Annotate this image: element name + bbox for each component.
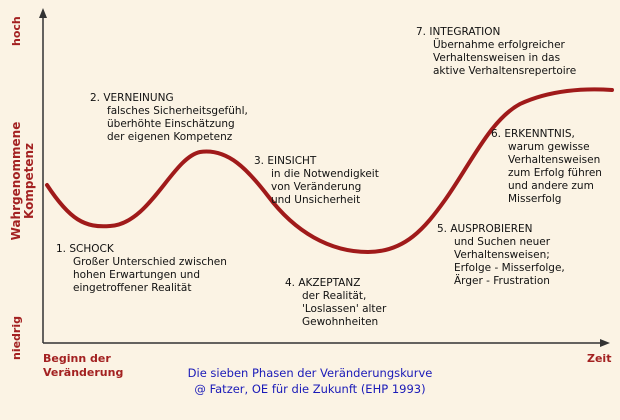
phase-desc-1: Großer Unterschied zwischen [73,256,227,268]
caption-line-2: @ Fatzer, OE für die Zukunft (EHP 1993) [194,382,426,396]
phase-desc-2: 'Loslassen' alter [302,303,387,315]
phase-desc-3: eingetroffener Realität [73,282,192,294]
phase-desc-2: hohen Erwartungen und [73,269,200,281]
phase-desc-3: Gewohnheiten [302,316,379,328]
x-axis-start-label: Beginn der Veränderung [43,352,123,380]
phase-title: 4. AKZEPTANZ [285,277,361,289]
x-axis-arrowhead [600,339,610,347]
x-axis-start-line2: Veränderung [43,366,124,379]
phase-desc-3: und Unsicherheit [271,194,361,206]
phase-1-shock: 1. SCHOCK Großer Unterschied zwischen ho… [56,243,227,295]
phase-desc-1: und Suchen neuer [454,236,551,248]
phase-desc-1: falsches Sicherheitsgefühl, [107,105,248,117]
caption-line-1: Die sieben Phasen der Veränderungskurve [187,366,433,380]
phase-desc-2: von Veränderung [271,181,362,193]
phase-title: 5. AUSPROBIEREN [437,223,533,235]
phase-desc-3: zum Erfolg führen [508,167,602,179]
phase-desc-2: Verhaltensweisen; [454,249,550,261]
y-axis-title-line2: Kompetenz [22,143,36,219]
y-axis-title: Wahrgenommene Kompetenz [9,116,36,246]
phase-desc-1: der Realität, [302,290,367,302]
phase-desc-2: Verhaltensweisen in das [433,52,561,64]
phase-desc-2: Verhaltensweisen [508,154,601,166]
x-axis-start-line1: Beginn der [43,352,111,365]
phase-desc-1: Übernahme erfolgreicher [433,39,565,51]
phase-desc-3: aktive Verhaltensrepertoire [433,65,577,77]
phase-2-denial: 2. VERNEINUNG falsches Sicherheitsgefühl… [90,92,248,144]
phase-title: 6. ERKENNTNIS, [491,128,575,140]
phase-desc-5: Misserfolg [508,193,562,205]
phase-title: 3. EINSICHT [254,155,317,167]
y-axis-high-label: hoch [10,16,23,46]
phase-desc-4: Ärger - Frustration [454,275,550,287]
phase-title: 1. SCHOCK [56,243,114,255]
phase-desc-4: und andere zum [508,180,594,192]
phase-desc-3: Erfolge - Misserfolge, [454,262,565,274]
phase-desc-1: in die Notwendigkeit [271,168,379,180]
phase-title: 7. INTEGRATION [416,26,501,38]
phase-desc-2: überhöhte Einschätzung [107,118,235,130]
phase-3-insight: 3. EINSICHT in die Notwendigkeit von Ver… [254,155,379,207]
phase-7-integration: 7. INTEGRATION Übernahme erfolgreicher V… [416,26,576,78]
phase-6-realisation: 6. ERKENNTNIS, warum gewisse Verhaltensw… [491,128,602,206]
phase-title: 2. VERNEINUNG [90,92,174,104]
change-curve [45,87,614,255]
x-axis-end-label: Zeit [587,352,612,365]
y-axis-low-label: niedrig [10,315,23,360]
phase-4-acceptance: 4. AKZEPTANZ der Realität, 'Loslassen' a… [285,277,386,329]
phase-desc-3: der eigenen Kompetenz [107,131,233,143]
phase-5-experimenting: 5. AUSPROBIEREN und Suchen neuer Verhalt… [437,223,565,288]
phase-desc-1: warum gewisse [508,141,590,153]
y-axis-arrowhead [39,8,47,18]
